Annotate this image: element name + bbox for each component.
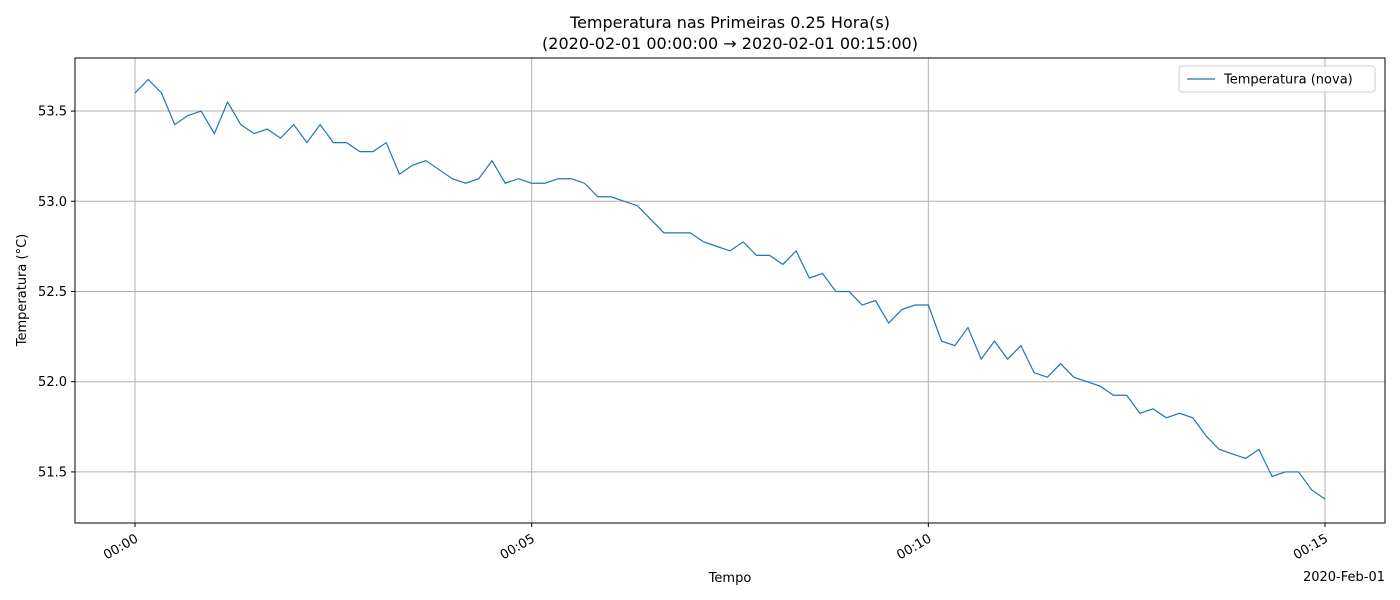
y-axis-label: Temperatura (°C) (15, 234, 30, 347)
x-tick-label: 00:15 (1291, 531, 1331, 563)
y-tick-label: 51.5 (38, 465, 67, 480)
chart-subtitle: (2020-02-01 00:00:00 → 2020-02-01 00:15:… (542, 34, 918, 53)
x-tick-label: 00:10 (894, 531, 934, 563)
legend-box (1178, 65, 1376, 93)
plot-frame (74, 57, 1386, 524)
x-axis-label: Tempo (708, 571, 752, 586)
y-tick-label: 52.0 (38, 375, 67, 390)
chart-title: Temperatura nas Primeiras 0.25 Hora(s) (569, 13, 890, 32)
data-line (134, 78, 1326, 500)
y-tick-label: 53.0 (38, 195, 67, 210)
y-tick-label: 52.5 (38, 285, 67, 300)
x-tick-label: 00:05 (498, 531, 538, 563)
y-tick-label: 53.5 (38, 105, 67, 120)
legend-label: Temperatura (nova) (1223, 73, 1353, 88)
x-offset-label: 2020-Feb-01 (1303, 570, 1385, 585)
x-tick-label: 00:00 (101, 531, 141, 563)
